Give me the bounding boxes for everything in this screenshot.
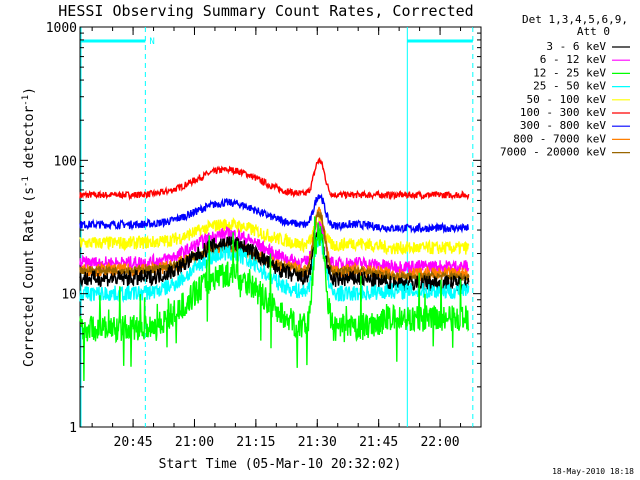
x-tick-label-5: 22:00 [420, 435, 459, 450]
x-tick-label-2: 21:15 [236, 435, 275, 450]
timestamp: 18-May-2010 18:18 [552, 467, 634, 476]
x-axis-label: Start Time (05-Mar-10 20:32:02) [159, 457, 402, 472]
legend-label-8: 7000 - 20000 keV [500, 146, 606, 159]
x-tick-label-1: 21:00 [175, 435, 214, 450]
series-line-6 [79, 193, 469, 234]
legend-label-7: 800 - 7000 keV [513, 132, 606, 145]
y-tick-label-3: 1000 [46, 21, 77, 36]
night-marker: N [149, 37, 154, 47]
y-tick-label-0: 1 [69, 421, 77, 436]
legend-label-2: 12 - 25 keV [533, 66, 606, 79]
y-axis-label: Corrected Count Rate (s-1 detector-1) [21, 87, 37, 367]
x-tick-label-0: 20:45 [114, 435, 153, 450]
series-line-3 [79, 231, 470, 304]
legend-label-4: 50 - 100 keV [527, 93, 607, 106]
legend-label-5: 100 - 300 keV [520, 106, 606, 119]
night-periods: N [80, 27, 474, 427]
series-line-4 [79, 214, 470, 256]
series-line-2 [79, 216, 470, 382]
legend-label-3: 25 - 50 keV [533, 80, 606, 93]
legend-header-line-1: Det 1,3,4,5,6,9, [522, 13, 628, 26]
x-tick-label-3: 21:30 [298, 435, 337, 450]
legend-label-1: 6 - 12 keV [540, 53, 607, 66]
series-layer [79, 157, 470, 382]
series-line-0 [79, 228, 470, 292]
legend-label-6: 300 - 800 keV [520, 119, 606, 132]
series-line-5 [79, 157, 470, 201]
y-tick-label-1: 10 [61, 288, 77, 303]
y-axis-ticks: 1 10 100 1000 [46, 21, 481, 436]
series-line-1 [79, 221, 470, 275]
legend-header-line-2: Att 0 [577, 25, 610, 38]
legend-label-0: 3 - 6 keV [546, 40, 606, 53]
y-tick-label-2: 100 [54, 154, 77, 169]
chart-title: HESSI Observing Summary Count Rates, Cor… [58, 2, 473, 20]
x-axis-ticks: 20:45 21:00 21:15 21:30 21:45 22:00 [91, 27, 462, 450]
x-tick-label-4: 21:45 [359, 435, 398, 450]
